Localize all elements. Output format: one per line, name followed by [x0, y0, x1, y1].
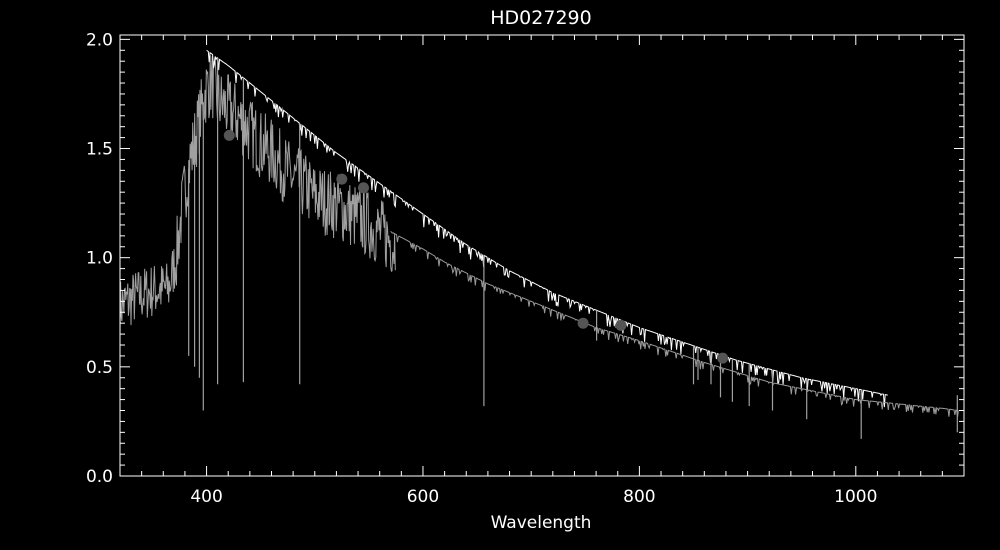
x-tick-label: 600	[407, 487, 439, 507]
lower-spectrum-series	[390, 231, 959, 418]
x-tick-label: 400	[190, 487, 222, 507]
y-tick-label: 2.0	[86, 30, 113, 50]
y-tick-label: 1.5	[86, 140, 113, 160]
x-tick-label: 1000	[834, 487, 877, 507]
photometry-point	[615, 319, 627, 331]
axis-ticks: 400 600 800 1000 0.0 0.5 1.0 1.5 2.0	[86, 30, 965, 507]
photometry-point	[577, 317, 589, 329]
chart-title: HD027290	[490, 7, 591, 29]
photometry-point	[223, 129, 235, 141]
model-spectrum-series	[206, 49, 888, 408]
y-tick-label: 1.0	[86, 249, 113, 269]
x-tick-label: 800	[623, 487, 655, 507]
observed-spectrum-series	[119, 55, 396, 335]
photometry-point	[336, 173, 348, 185]
y-tick-label: 0.5	[86, 358, 113, 378]
photometry-point	[358, 182, 369, 194]
y-tick-label: 0.0	[86, 467, 113, 487]
x-axis-label: Wavelength	[491, 513, 592, 533]
photometry-point	[717, 352, 729, 364]
plot-area	[119, 49, 959, 439]
axes-frame	[119, 34, 965, 477]
